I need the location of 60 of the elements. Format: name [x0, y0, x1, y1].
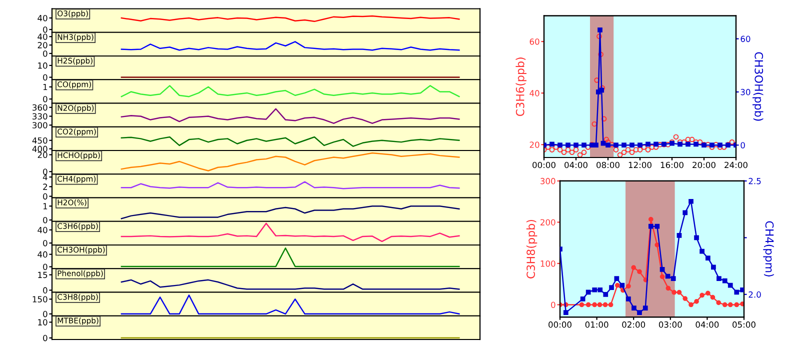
y-tick-label: 1 [43, 84, 48, 90]
y-tick-label: 20 [38, 42, 48, 48]
y-tick-label: 10 [38, 62, 48, 69]
y-tick-label: 40 [38, 14, 48, 22]
y-tick-label: 0 [551, 302, 556, 308]
y-tick-label: 0 [43, 216, 48, 224]
y2-tick-label: 2.5 [748, 178, 761, 184]
y-tick-label: 450 [32, 137, 48, 144]
x-tick-label: 04:00 [696, 321, 719, 328]
y-tick-label: 20 [38, 152, 48, 158]
y-tick-label: 40 [38, 251, 48, 258]
y2-tick-label: 2.0 [748, 291, 761, 298]
y-tick-label: 4 [42, 174, 48, 180]
y-tick-label: 330 [32, 113, 48, 120]
x-tick-label: 24:00 [724, 162, 748, 168]
y-tick-label: 40 [38, 226, 48, 234]
y-tick-label: 20 [530, 142, 540, 148]
y-tick-label: 0 [43, 74, 48, 81]
y-tick-label: 0 [43, 240, 48, 246]
y-tick-label: 150 [32, 296, 48, 302]
y-axis-title: C3H8(ppb) [526, 220, 538, 278]
y-tick-label: 0 [43, 50, 48, 57]
y-tick-label: 200 [540, 219, 556, 226]
y2-tick-label: 30 [740, 88, 750, 96]
y-axis-title: C3H6(ppb) [516, 58, 526, 116]
y2-tick-label: 60 [740, 36, 750, 42]
y-tick-label: 2 [43, 184, 47, 190]
x-tick-label: 12:00 [628, 162, 652, 168]
y-tick-label: 10 [38, 319, 48, 326]
y-tick-label: 0 [43, 193, 48, 200]
y-tick-label: 15 [38, 272, 48, 278]
y2-tick-label: 0 [740, 142, 745, 148]
y-tick-label: 60 [530, 38, 540, 45]
y-tick-label: 300 [32, 122, 48, 128]
x-tick-label: 03:00 [658, 321, 682, 328]
y-tick-label: 0 [43, 334, 48, 342]
x-tick-label: 00:00 [548, 321, 572, 328]
y2-axis-title: CH3OH(ppb) [752, 52, 764, 121]
y-tick-label: 0 [43, 310, 48, 318]
x-tick-label: 02:00 [622, 321, 646, 328]
y-tick-label: 1 [43, 203, 48, 210]
y-tick-label: 0 [43, 264, 48, 270]
y-tick-label: 0 [43, 26, 48, 33]
y-tick-label: 40 [38, 34, 48, 40]
y-tick-label: 300 [540, 178, 556, 184]
y-tick-label: 100 [540, 260, 556, 267]
y-tick-label: 0 [43, 287, 48, 294]
y-tick-label: 360 [32, 104, 48, 111]
x-tick-label: 08:00 [596, 162, 620, 168]
y-tick-label: 0 [43, 168, 48, 175]
x-tick-label: 16:00 [660, 162, 684, 168]
x-tick-label: 04:00 [564, 162, 588, 168]
x-tick-label: 01:00 [585, 321, 608, 328]
y-tick-label: 400 [32, 146, 48, 152]
y2-axis-title: CH4(ppm) [763, 221, 774, 276]
x-tick-label: 05:00 [732, 321, 756, 328]
y-tick-label: 0 [43, 96, 48, 102]
x-tick-label: 00:00 [532, 162, 556, 168]
y-tick-label: 40 [530, 90, 540, 96]
x-tick-label: 20:00 [692, 162, 716, 168]
